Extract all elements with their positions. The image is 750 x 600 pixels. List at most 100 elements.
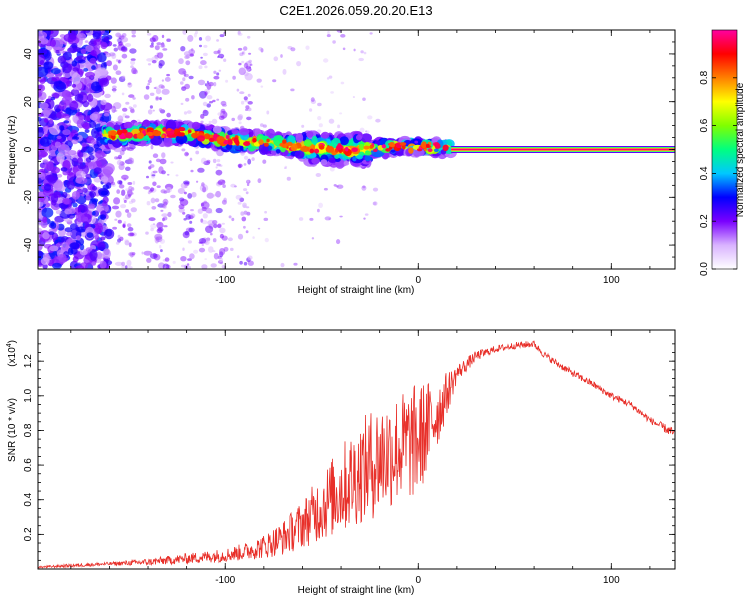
heatmap-cell — [117, 115, 124, 123]
heatmap-cell — [38, 48, 44, 55]
tick-label: 20 — [23, 96, 34, 108]
heatmap-cell — [258, 47, 263, 51]
heatmap-cell — [198, 37, 203, 41]
heatmap-cell — [178, 204, 185, 210]
heatmap-cell — [200, 56, 203, 59]
heatmap-cell — [425, 143, 430, 148]
heatmap-cell — [223, 31, 227, 35]
heatmap-cell — [237, 233, 244, 240]
heatmap-cell — [69, 242, 80, 250]
heatmap-cell — [61, 241, 69, 251]
snr-y-label: SNR (10 * v/v) — [7, 398, 18, 462]
heatmap-cell — [120, 36, 129, 43]
heatmap-cell — [212, 238, 217, 243]
heatmap-cell — [209, 101, 213, 104]
heatmap-cell — [46, 98, 52, 103]
heatmap-cell — [69, 207, 76, 215]
snr-multiplier-exp: 4 — [6, 343, 13, 347]
heatmap-cell — [243, 46, 248, 51]
heatmap-cell — [257, 178, 262, 184]
heatmap-cell — [128, 242, 132, 247]
heatmap-cell — [188, 215, 194, 220]
heatmap-cell — [146, 32, 152, 36]
heatmap-cell — [381, 144, 387, 149]
heatmap-cell — [143, 186, 151, 190]
heatmap-cell — [414, 140, 419, 144]
heatmap-cell — [200, 120, 204, 124]
heatmap-cell — [290, 143, 298, 152]
heatmap-cell — [112, 90, 116, 93]
heatmap-cell — [159, 244, 162, 249]
heatmap-cell — [369, 32, 373, 35]
heatmap-cell — [149, 37, 156, 43]
heatmap-cell — [55, 138, 64, 142]
heatmap-cell — [183, 218, 187, 221]
heatmap-cell — [102, 184, 110, 190]
heatmap-cell — [213, 223, 218, 229]
heatmap-cell — [336, 239, 341, 245]
heatmap-cell — [180, 256, 187, 262]
tick-label: 0.8 — [699, 70, 710, 84]
heatmap-cell — [273, 56, 279, 62]
heatmap-cell — [201, 264, 208, 269]
heatmap-cell — [50, 193, 59, 204]
heatmap-cell — [99, 260, 107, 269]
heatmap-cell — [181, 264, 186, 268]
heatmap-cell — [146, 201, 151, 206]
heatmap-cell — [100, 176, 109, 183]
heatmap-cell — [272, 79, 277, 83]
heatmap-cell — [328, 157, 336, 163]
heatmap-cell — [71, 157, 79, 167]
heatmap-cell — [237, 201, 242, 205]
heatmap-cell — [84, 129, 90, 133]
heatmap-cell — [223, 140, 230, 145]
heatmap-cell — [166, 73, 171, 77]
heatmap-cell — [121, 53, 128, 59]
heatmap-cell — [42, 107, 52, 115]
heatmap-cell — [213, 75, 220, 80]
heatmap-cell — [87, 93, 94, 102]
heatmap-cell — [151, 42, 154, 46]
heatmap-cell — [93, 167, 102, 175]
heatmap-cell — [154, 198, 160, 203]
heatmap-cell — [43, 183, 52, 192]
heatmap-cell — [305, 45, 310, 50]
heatmap-cell — [88, 120, 97, 129]
heatmap-cell — [113, 197, 121, 205]
heatmap-cell — [197, 208, 203, 214]
tick-label: 0.8 — [23, 423, 34, 437]
heatmap-cell — [185, 97, 190, 102]
heatmap-cell — [75, 235, 82, 241]
heatmap-cell — [158, 84, 164, 89]
heatmap-cell — [115, 70, 122, 75]
heatmap-cell — [196, 180, 199, 183]
heatmap-cell — [157, 52, 164, 59]
heatmap-cell — [200, 113, 205, 119]
heatmap-cell — [80, 48, 87, 55]
heatmap-cell — [41, 207, 54, 218]
heatmap-cell — [326, 34, 331, 38]
heatmap-cell — [126, 223, 132, 228]
heatmap-cell — [161, 134, 165, 139]
heatmap-cell — [130, 207, 137, 213]
heatmap-cell — [77, 33, 87, 41]
heatmap-cell — [239, 145, 244, 150]
heatmap-cell — [166, 38, 171, 42]
heatmap-cell — [115, 32, 121, 38]
heatmap-cell — [38, 91, 42, 97]
heatmap-cell — [123, 200, 127, 203]
heatmap-cell — [345, 146, 349, 152]
heatmap-cell — [219, 233, 224, 239]
heatmap-cell — [178, 207, 185, 213]
heatmap-cell — [146, 58, 154, 62]
heatmap-cell — [100, 214, 106, 221]
heatmap-cell — [266, 128, 276, 139]
heatmap-cell — [71, 60, 78, 67]
heatmap-cell — [154, 45, 160, 51]
heatmap-cell — [247, 158, 252, 165]
heatmap-cell — [290, 47, 296, 52]
heatmap-cell — [180, 81, 184, 85]
heatmap-cell — [317, 116, 322, 121]
heatmap-cell — [248, 52, 252, 55]
